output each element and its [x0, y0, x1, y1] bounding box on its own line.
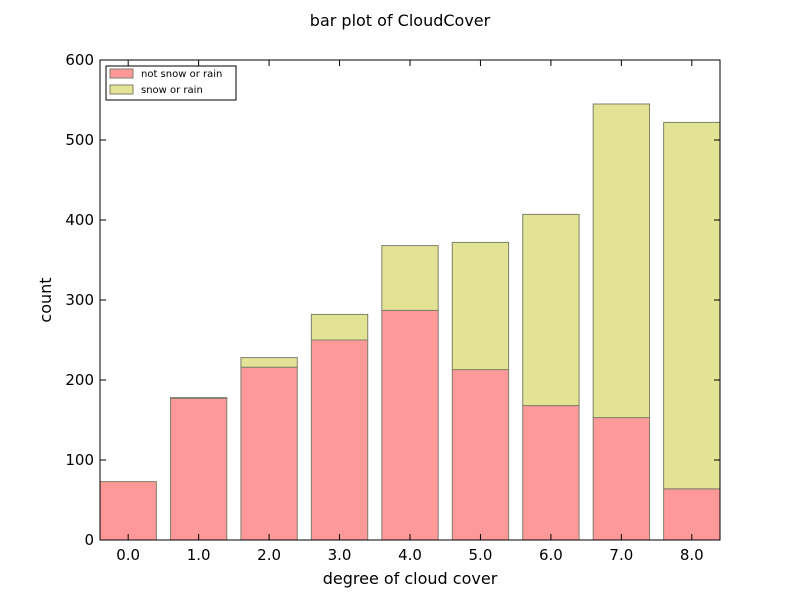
x-axis-label: degree of cloud cover — [323, 569, 498, 588]
bar-series-1-3.0 — [310, 313, 369, 341]
bar-series-0-8.0 — [663, 488, 721, 541]
bar-series-1-2.0 — [240, 357, 298, 368]
x-tick-label: 0.0 — [116, 546, 140, 564]
y-tick-label: 200 — [65, 371, 94, 389]
x-tick-label: 7.0 — [609, 546, 633, 564]
bar-series-0-0.0 — [99, 481, 157, 541]
bar-series-1-4.0 — [381, 245, 439, 311]
bar-series-0-4.0 — [381, 309, 439, 541]
bar-series-0-2.0 — [240, 366, 298, 541]
bar-series-0-3.0 — [310, 339, 369, 541]
x-tick-label: 6.0 — [539, 546, 563, 564]
x-tick-label: 8.0 — [680, 546, 704, 564]
bar-series-1-8.0 — [663, 121, 721, 490]
y-tick-label: 400 — [65, 211, 94, 229]
y-tick-label: 100 — [65, 451, 94, 469]
bar-series-1-5.0 — [451, 241, 510, 371]
y-tick-label: 0 — [84, 531, 94, 549]
x-tick-label: 5.0 — [469, 546, 493, 564]
x-tick-label: 4.0 — [398, 546, 422, 564]
y-axis-label: count — [36, 277, 55, 322]
legend-label-1: snow or rain — [141, 85, 203, 96]
chart-title: bar plot of CloudCover — [310, 11, 491, 30]
legend-swatch-1 — [109, 84, 134, 95]
legend: not snow or rain snow or rain — [105, 65, 237, 101]
x-tick-label: 2.0 — [257, 546, 281, 564]
y-tick-label: 300 — [65, 291, 94, 309]
bar-series-1-7.0 — [592, 103, 651, 419]
bar-series-0-6.0 — [522, 405, 580, 541]
bar-series-1-6.0 — [522, 213, 580, 407]
y-tick-label: 500 — [65, 131, 94, 149]
bar-series-0-1.0 — [169, 397, 228, 541]
x-tick-label: 3.0 — [328, 546, 352, 564]
axes-layer: 0 100 200 300 400 500 600 0.0 1.0 2.0 3.0 4.0 5.0 6.0… — [65, 51, 720, 564]
y-tick-label: 600 — [65, 51, 94, 69]
bar-series-1-1.0 — [169, 397, 228, 399]
bars-layer — [99, 103, 721, 541]
bar-series-0-7.0 — [592, 417, 651, 541]
bar-series-0-5.0 — [451, 369, 510, 541]
legend-label-0: not snow or rain — [141, 69, 222, 80]
x-tick-label: 1.0 — [187, 546, 211, 564]
legend-swatch-0 — [109, 68, 134, 79]
